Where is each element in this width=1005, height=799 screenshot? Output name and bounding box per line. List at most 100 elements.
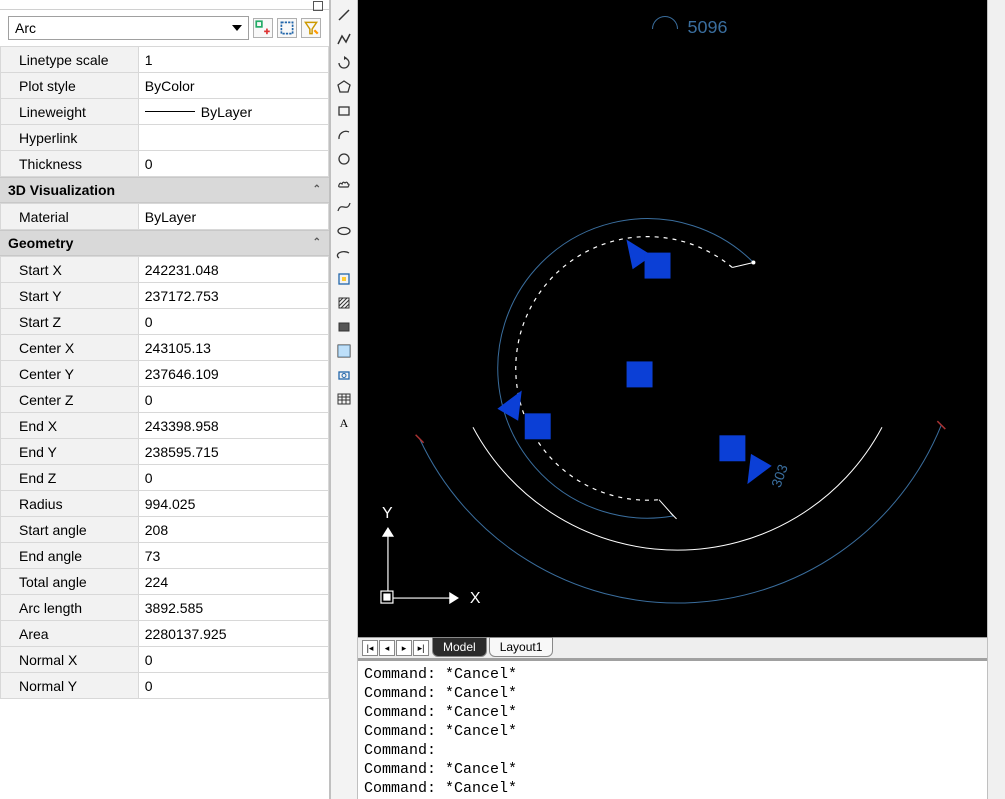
- tool-rect2-icon[interactable]: [333, 316, 355, 338]
- prop-label: Normal Y: [1, 673, 139, 699]
- tab-next-button[interactable]: ▸: [396, 640, 412, 656]
- prop-value[interactable]: 0: [138, 309, 328, 335]
- command-line[interactable]: Command: *Cancel* Command: *Cancel* Comm…: [358, 659, 987, 799]
- prop-row: LineweightByLayer: [1, 99, 329, 125]
- prop-row: Start angle208: [1, 517, 329, 543]
- prop-value[interactable]: 2280137.925: [138, 621, 328, 647]
- scrollbar-right[interactable]: [987, 0, 1005, 799]
- collapse-icon: ⌃: [313, 237, 321, 248]
- prop-row: Normal X0: [1, 647, 329, 673]
- dropdown-icon: [232, 25, 242, 31]
- prop-row: Linetype scale1: [1, 47, 329, 73]
- prop-value[interactable]: 237172.753: [138, 283, 328, 309]
- tab-model[interactable]: Model: [432, 637, 487, 657]
- prop-value[interactable]: 242231.048: [138, 257, 328, 283]
- tool-hatch-icon[interactable]: [333, 292, 355, 314]
- prop-label: Radius: [1, 491, 139, 517]
- prop-row: Arc length3892.585: [1, 595, 329, 621]
- pickadd-button[interactable]: [253, 18, 273, 38]
- tool-spline-icon[interactable]: [333, 196, 355, 218]
- prop-label: Start Y: [1, 283, 139, 309]
- prop-value[interactable]: 238595.715: [138, 439, 328, 465]
- prop-row: End Y238595.715: [1, 439, 329, 465]
- prop-label: Start angle: [1, 517, 139, 543]
- tool-text-icon[interactable]: A: [333, 412, 355, 434]
- prop-value[interactable]: ByLayer: [138, 204, 328, 230]
- prop-label: Hyperlink: [1, 125, 139, 151]
- prop-value[interactable]: 0: [138, 673, 328, 699]
- prop-label: End Z: [1, 465, 139, 491]
- prop-row: Plot styleByColor: [1, 73, 329, 99]
- prop-label: Plot style: [1, 73, 139, 99]
- properties-scroll[interactable]: Linetype scale1Plot styleByColorLineweig…: [0, 46, 329, 799]
- prop-value[interactable]: 994.025: [138, 491, 328, 517]
- prop-label: Linetype scale: [1, 47, 139, 73]
- prop-label: Start Z: [1, 309, 139, 335]
- prop-row: Hyperlink: [1, 125, 329, 151]
- prop-value[interactable]: ByColor: [138, 73, 328, 99]
- tool-ellipse-icon[interactable]: [333, 220, 355, 242]
- svg-text:X: X: [470, 590, 481, 607]
- prop-label: Center Z: [1, 387, 139, 413]
- prop-row: Thickness0: [1, 151, 329, 177]
- prop-value[interactable]: 243105.13: [138, 335, 328, 361]
- prop-label: Area: [1, 621, 139, 647]
- prop-label: Start X: [1, 257, 139, 283]
- tab-prev-button[interactable]: ◂: [379, 640, 395, 656]
- select-objects-button[interactable]: [277, 18, 297, 38]
- prop-value[interactable]: ByLayer: [138, 99, 328, 125]
- tool-circle-icon[interactable]: [333, 148, 355, 170]
- object-type-select[interactable]: Arc: [8, 16, 249, 40]
- tab-layout1[interactable]: Layout1: [489, 637, 554, 657]
- prop-value[interactable]: 224: [138, 569, 328, 595]
- prop-label: End Y: [1, 439, 139, 465]
- prop-value[interactable]: 0: [138, 151, 328, 177]
- svg-text:Y: Y: [382, 505, 393, 522]
- prop-value[interactable]: 73: [138, 543, 328, 569]
- tool-fill-icon[interactable]: [333, 340, 355, 362]
- collapse-icon: ⌃: [313, 184, 321, 195]
- prop-row: End angle73: [1, 543, 329, 569]
- prop-value[interactable]: 0: [138, 387, 328, 413]
- tool-cam-icon[interactable]: [333, 364, 355, 386]
- prop-value[interactable]: 243398.958: [138, 413, 328, 439]
- tool-line-icon[interactable]: [333, 4, 355, 26]
- properties-panel: Arc Linetype scale1Plot styleByColorLine…: [0, 0, 330, 799]
- svg-text:5096: 5096: [687, 17, 727, 37]
- prop-value[interactable]: 237646.109: [138, 361, 328, 387]
- prop-value[interactable]: 3892.585: [138, 595, 328, 621]
- quick-select-button[interactable]: [301, 18, 321, 38]
- tab-last-button[interactable]: ▸|: [413, 640, 429, 656]
- tool-insert-icon[interactable]: [333, 268, 355, 290]
- prop-value[interactable]: 1: [138, 47, 328, 73]
- tool-table-icon[interactable]: [333, 388, 355, 410]
- prop-row: End X243398.958: [1, 413, 329, 439]
- prop-row: Center Y237646.109: [1, 361, 329, 387]
- prop-label: Total angle: [1, 569, 139, 595]
- prop-label: Material: [1, 204, 139, 230]
- prop-label: Center X: [1, 335, 139, 361]
- prop-row: End Z0: [1, 465, 329, 491]
- prop-label: End angle: [1, 543, 139, 569]
- prop-value[interactable]: [138, 125, 328, 151]
- prop-row: Center X243105.13: [1, 335, 329, 361]
- drawing-viewport[interactable]: 5096303 X Y: [358, 0, 987, 637]
- section-3dviz[interactable]: 3D Visualization ⌃: [0, 177, 329, 203]
- prop-value[interactable]: 0: [138, 465, 328, 491]
- prop-label: End X: [1, 413, 139, 439]
- tool-rotate-icon[interactable]: [333, 52, 355, 74]
- prop-row: Start X242231.048: [1, 257, 329, 283]
- prop-value[interactable]: 208: [138, 517, 328, 543]
- tool-earc-icon[interactable]: [333, 244, 355, 266]
- geometry-table: Start X242231.048Start Y237172.753Start …: [0, 256, 329, 699]
- tool-polyline-icon[interactable]: [333, 28, 355, 50]
- tool-arc-icon[interactable]: [333, 124, 355, 146]
- tab-first-button[interactable]: |◂: [362, 640, 378, 656]
- tool-revcloud-icon[interactable]: [333, 172, 355, 194]
- layout-tabbar: |◂ ◂ ▸ ▸| Model Layout1: [358, 637, 987, 659]
- prop-value[interactable]: 0: [138, 647, 328, 673]
- tool-rect-icon[interactable]: [333, 100, 355, 122]
- prop-label: Arc length: [1, 595, 139, 621]
- section-geometry[interactable]: Geometry ⌃: [0, 230, 329, 256]
- tool-polygon-icon[interactable]: [333, 76, 355, 98]
